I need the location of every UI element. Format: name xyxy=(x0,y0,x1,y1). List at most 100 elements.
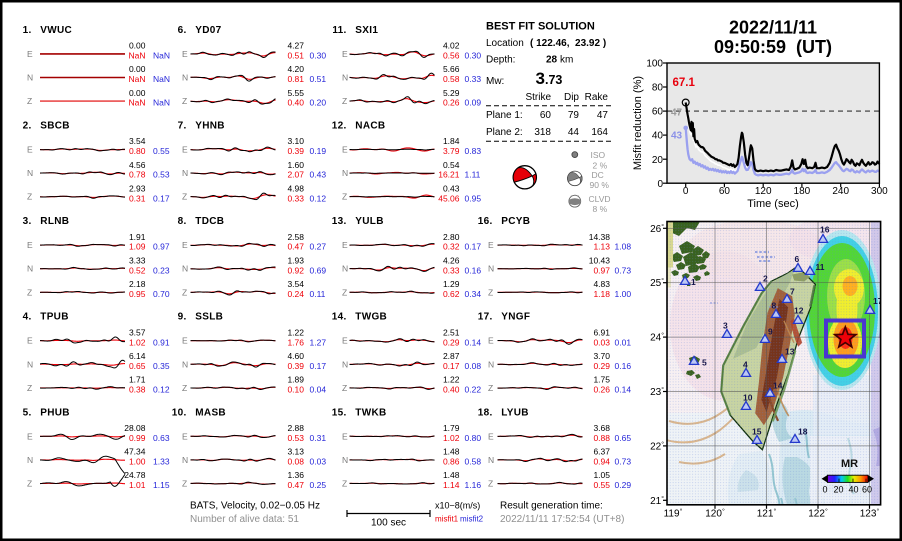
svg-text:E: E xyxy=(342,145,348,155)
svg-text:1.93: 1.93 xyxy=(287,255,304,265)
svg-text:Plane 2:: Plane 2: xyxy=(486,127,523,138)
svg-text:14.: 14. xyxy=(332,312,347,323)
svg-text:E: E xyxy=(488,336,494,346)
svg-text:0.40: 0.40 xyxy=(443,385,460,395)
svg-text:Z: Z xyxy=(182,287,187,297)
svg-text:1.01: 1.01 xyxy=(129,480,146,490)
svg-text:4.56: 4.56 xyxy=(129,160,146,170)
svg-text:1.02: 1.02 xyxy=(129,337,146,347)
svg-text:misfit2: misfit2 xyxy=(460,515,484,524)
svg-text:0.00: 0.00 xyxy=(129,88,146,98)
svg-text:119°: 119° xyxy=(664,508,683,520)
svg-text:E: E xyxy=(27,145,33,155)
svg-text:4.20: 4.20 xyxy=(287,64,304,74)
svg-text:Depth:: Depth: xyxy=(486,55,515,66)
svg-text:1.29: 1.29 xyxy=(443,279,460,289)
svg-text:N: N xyxy=(27,359,33,369)
svg-text:E: E xyxy=(182,145,188,155)
svg-text:9: 9 xyxy=(768,327,773,337)
svg-text:0.80: 0.80 xyxy=(129,146,146,156)
svg-text:Result generation time:: Result generation time: xyxy=(500,501,603,512)
svg-text:0.58: 0.58 xyxy=(465,457,482,467)
svg-text:N: N xyxy=(488,455,494,465)
svg-text:28.08: 28.08 xyxy=(124,423,146,433)
svg-text:67.1: 67.1 xyxy=(673,77,696,89)
svg-text:0.19: 0.19 xyxy=(310,146,327,156)
svg-text:0.14: 0.14 xyxy=(615,385,632,395)
svg-text:0.54: 0.54 xyxy=(443,160,460,170)
svg-text:Misfit reduction (%): Misfit reduction (%) xyxy=(632,76,644,170)
svg-text:1.48: 1.48 xyxy=(443,470,460,480)
svg-text:8 %: 8 % xyxy=(593,204,608,214)
svg-text:1.22: 1.22 xyxy=(443,375,460,385)
svg-text:0.30: 0.30 xyxy=(310,51,327,61)
svg-text:0.73: 0.73 xyxy=(615,265,632,275)
svg-text:0.03: 0.03 xyxy=(310,457,327,467)
svg-text:4.98: 4.98 xyxy=(287,183,304,193)
svg-text:0.92: 0.92 xyxy=(287,265,304,275)
svg-text:2.87: 2.87 xyxy=(443,351,460,361)
svg-text:0.95: 0.95 xyxy=(129,289,146,299)
svg-text:N: N xyxy=(27,168,33,178)
svg-text:0.47: 0.47 xyxy=(287,242,304,252)
svg-text:13: 13 xyxy=(785,347,795,357)
svg-text:2022/11/11 17:52:54 (UT+8): 2022/11/11 17:52:54 (UT+8) xyxy=(500,514,624,525)
svg-text:MR: MR xyxy=(841,458,858,470)
svg-text:1.11: 1.11 xyxy=(465,170,481,180)
svg-text:0.12: 0.12 xyxy=(310,193,327,203)
svg-text:Z: Z xyxy=(27,383,32,393)
svg-text:0.04: 0.04 xyxy=(310,385,327,395)
svg-text:318: 318 xyxy=(534,127,551,138)
svg-text:0.55: 0.55 xyxy=(153,146,170,156)
svg-text:E: E xyxy=(342,336,348,346)
svg-text:Number of alive data: 51: Number of alive data: 51 xyxy=(190,514,299,525)
svg-text:3.54: 3.54 xyxy=(287,279,304,289)
svg-text:0.22: 0.22 xyxy=(465,385,482,395)
svg-text:1.75: 1.75 xyxy=(593,375,610,385)
svg-text:4: 4 xyxy=(743,360,748,370)
svg-text:7.: 7. xyxy=(178,121,187,132)
svg-text:3.57: 3.57 xyxy=(129,327,146,337)
svg-text:Dip: Dip xyxy=(564,92,579,103)
svg-text:120°: 120° xyxy=(705,508,725,520)
svg-text:N: N xyxy=(342,455,348,465)
svg-text:4.26: 4.26 xyxy=(443,255,460,265)
svg-text:1.84: 1.84 xyxy=(443,136,460,146)
svg-text:24°: 24° xyxy=(650,332,664,344)
svg-text:3.54: 3.54 xyxy=(129,136,146,146)
svg-text:0.26: 0.26 xyxy=(593,385,610,395)
svg-text:0.69: 0.69 xyxy=(310,265,327,275)
svg-text:0.53: 0.53 xyxy=(153,170,170,180)
svg-text:0.40: 0.40 xyxy=(287,98,304,108)
svg-text:2.18: 2.18 xyxy=(129,279,146,289)
svg-text:NaN: NaN xyxy=(128,51,145,61)
svg-text:0.91: 0.91 xyxy=(153,337,170,347)
svg-text:1.71: 1.71 xyxy=(129,375,146,385)
svg-text:0.01: 0.01 xyxy=(615,337,632,347)
svg-text:E: E xyxy=(488,431,494,441)
svg-text:PHUB: PHUB xyxy=(40,407,70,418)
svg-text:1.48: 1.48 xyxy=(443,447,460,457)
svg-text:NaN: NaN xyxy=(153,98,170,108)
svg-text:Z: Z xyxy=(488,287,493,297)
svg-text:N: N xyxy=(488,359,494,369)
svg-text:N: N xyxy=(182,359,188,369)
svg-text:0.81: 0.81 xyxy=(287,74,304,84)
svg-text:1.89: 1.89 xyxy=(287,375,304,385)
svg-text:47: 47 xyxy=(597,110,609,121)
svg-text:5.66: 5.66 xyxy=(443,64,460,74)
svg-text:80: 80 xyxy=(652,83,664,94)
svg-text:Z: Z xyxy=(342,192,347,202)
svg-text:24.78: 24.78 xyxy=(124,470,146,480)
svg-text:0.80: 0.80 xyxy=(465,433,482,443)
svg-text:1.00: 1.00 xyxy=(129,457,146,467)
svg-text:YNGF: YNGF xyxy=(501,312,530,323)
svg-text:11.: 11. xyxy=(332,25,346,36)
svg-text:0.99: 0.99 xyxy=(129,433,146,443)
svg-text:6.91: 6.91 xyxy=(593,327,610,337)
svg-text:0.25: 0.25 xyxy=(310,480,327,490)
svg-text:E: E xyxy=(488,240,494,250)
svg-text:20: 20 xyxy=(652,155,664,166)
svg-text:4.83: 4.83 xyxy=(593,279,610,289)
svg-text:28: 28 xyxy=(546,55,558,66)
